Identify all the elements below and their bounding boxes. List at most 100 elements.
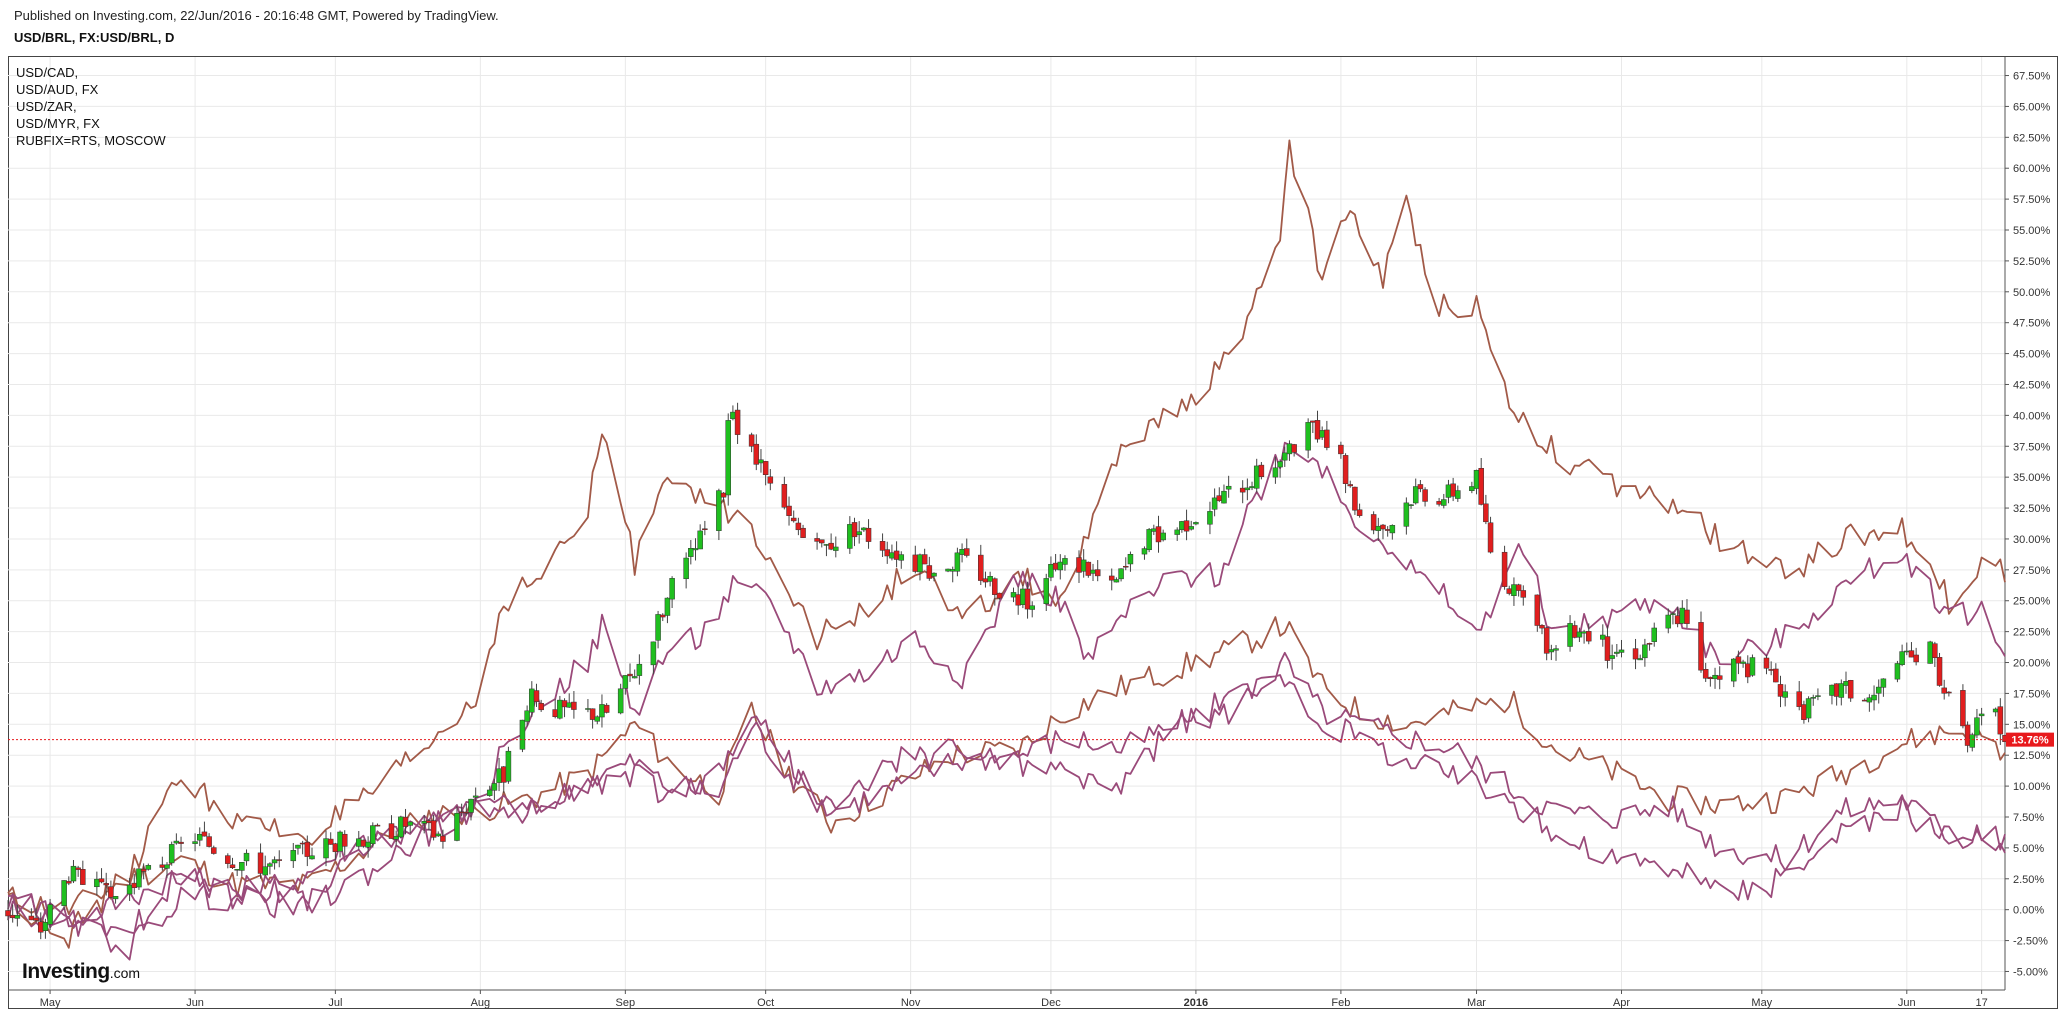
candle-body [94,878,100,888]
candle-body [1324,429,1330,448]
candle-body [1997,706,2004,735]
x-tick-label: Jun [186,997,204,1009]
candle-body [1632,648,1639,660]
candle-body [1978,713,1985,717]
published-info: Published on Investing.com, 22/Jun/2016 … [14,8,499,23]
y-tick-label: 57.50% [2013,194,2051,206]
candle-body [566,702,572,708]
candle-body [1773,668,1779,683]
candle-body [884,549,890,557]
candle-body [1674,615,1681,625]
candle-body [496,768,502,783]
candle-body [1927,641,1933,664]
y-tick-label: 47.50% [2013,318,2051,330]
candle-body [1941,687,1947,694]
candle-body [879,541,886,551]
candle-body [1707,676,1714,680]
candle-body [290,850,297,862]
candle-body [865,527,872,542]
candle-body [519,719,526,750]
candle-body [9,914,16,919]
y-tick-label: 42.50% [2013,379,2051,391]
legend: USD/CAD, USD/AUD, FX USD/ZAR, USD/MYR, FX RU… [16,64,166,149]
x-tick-label: Apr [1613,997,1630,1009]
candle-body [1665,614,1672,629]
candle-body [1436,501,1442,505]
candle-body [533,690,540,702]
candle-body [1342,455,1349,484]
candle-body [430,820,437,838]
candle-body [1310,420,1316,423]
y-tick-label: 52.50% [2013,256,2051,268]
candle-body [1347,484,1353,487]
candle-body [1946,691,1952,694]
candle-body [112,896,119,900]
candle-body [1548,649,1555,653]
x-axis: May Jun Jul Aug Sep Oct Nov Dec 2016 Feb Mar Apr May… [8,989,2005,1009]
candle-body [1553,648,1559,651]
candle-body [1277,461,1283,468]
candle-body [1010,592,1017,598]
candle-body [753,443,760,465]
candle-body [1871,694,1877,701]
candle-body [1646,643,1653,645]
candle-body [262,866,268,876]
candlestick-series [5,402,2008,940]
candle-body [636,663,643,676]
candle-body [963,548,970,556]
candle-body [1160,532,1166,541]
candle-body [356,838,362,847]
candle-body [1501,551,1508,587]
candle-body [1515,584,1522,591]
candle-body [949,569,956,572]
candle-body [388,823,395,839]
candle-body [374,824,381,827]
candle-body [1338,444,1344,455]
candle-body [1730,658,1737,682]
candle-body [758,459,764,464]
candle-body [468,798,474,813]
y-tick-label: 22.50% [2013,627,2051,639]
candle-body [486,789,493,796]
line-series-1 [7,616,2006,915]
candle-body [1188,526,1194,530]
candle-body [524,710,530,722]
candle-body [828,542,834,550]
x-tick-label: Aug [471,997,491,1009]
y-tick-label: 27.50% [2013,565,2051,577]
candle-body [1441,499,1447,506]
candle-body [365,841,371,848]
candle-body [276,859,283,861]
candle-body [571,701,577,710]
candle-body [1740,661,1746,664]
candle-body [70,865,77,882]
y-tick-label: 37.50% [2013,441,2051,453]
candle-body [833,546,839,551]
candle-body [370,825,376,845]
candle-body [1838,683,1845,698]
candle-body [1768,669,1774,671]
candle-body [1908,650,1915,658]
candle-body [954,552,961,572]
candle-body [996,592,1003,599]
candle-body [931,572,937,577]
candle-body [1637,658,1643,661]
candle-body [594,716,601,722]
y-tick-label: 17.50% [2013,688,2051,700]
candle-body [421,821,427,824]
candle-body [847,524,853,549]
candle-body [1478,468,1484,505]
candle-body [1183,520,1190,532]
candle-body [1062,558,1068,565]
candle-body [327,838,334,845]
candle-body [1272,467,1279,478]
candle-body [978,554,984,581]
candle-body [341,833,348,847]
candle-body [1445,484,1452,498]
candle-body [309,855,315,860]
candle-body [192,841,198,844]
candle-body [1936,657,1943,686]
candle-body [748,434,755,447]
candle-body [1403,502,1410,527]
